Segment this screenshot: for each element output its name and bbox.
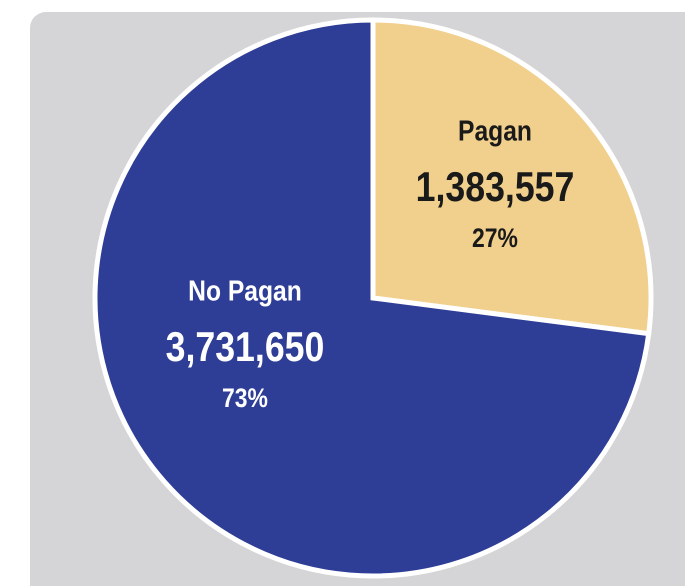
slice-value: 3,731,650	[166, 324, 325, 370]
slice-percent: 73%	[222, 383, 268, 413]
slice-name: Pagan	[458, 115, 532, 147]
slice-value: 1,383,557	[416, 164, 575, 210]
slice-percent: 27%	[472, 223, 518, 253]
pie-slice	[92, 17, 652, 579]
pie	[92, 17, 654, 579]
pie-slice	[370, 17, 654, 337]
labels: Pagan 1,383,557 27% No Pagan 3,731,650 73%	[166, 115, 575, 414]
slice-name: No Pagan	[188, 275, 302, 307]
